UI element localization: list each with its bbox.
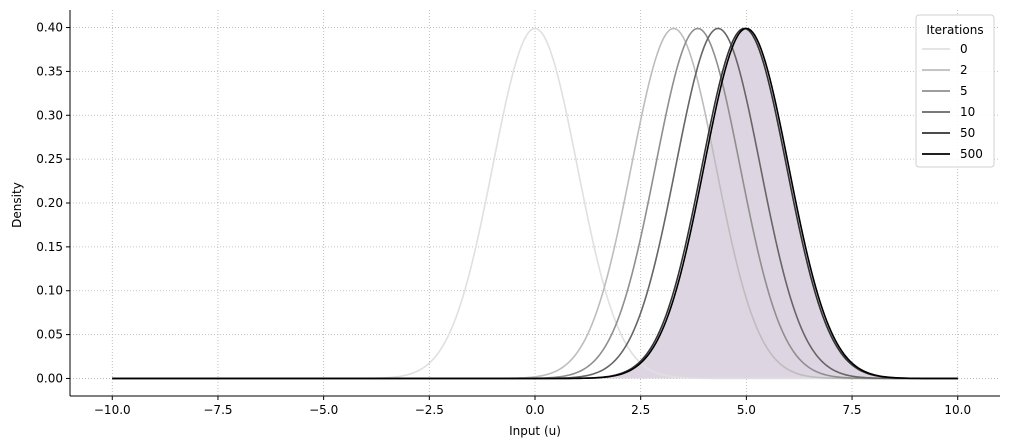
y-tick-label: 0.40: [36, 21, 63, 35]
series-line-500: [112, 27, 958, 380]
legend-box: [915, 14, 995, 168]
legend-label-10: 10: [960, 105, 975, 119]
legend: Iterations 0 2 5 10 50 500: [915, 14, 995, 168]
legend-label-2: 2: [960, 63, 968, 77]
y-tick-label: 0.15: [36, 240, 63, 254]
shaded-area: [112, 28, 958, 379]
legend-label-5: 5: [960, 84, 968, 98]
y-tick-label: 0.30: [36, 108, 63, 122]
ticks: −10.0 −7.5 −5.0 −2.5 0.0 2.5 5.0 7.5 10.0 0.00 0.0…: [36, 21, 971, 417]
x-tick-label: −2.5: [415, 403, 444, 417]
legend-title: Iterations: [926, 23, 983, 37]
x-tick-label: 0.0: [525, 403, 544, 417]
shaded-area-layer: [112, 28, 958, 379]
x-tick-label: −10.0: [94, 403, 131, 417]
y-tick-label: 0.10: [36, 284, 63, 298]
x-axis-label: Input (u): [509, 424, 561, 438]
series-layer: [112, 27, 958, 380]
y-tick-label: 0.25: [36, 152, 63, 166]
grid: [70, 10, 1000, 396]
legend-label-500: 500: [960, 147, 983, 161]
legend-label-50: 50: [960, 126, 975, 140]
x-tick-label: 10.0: [944, 403, 971, 417]
x-tick-label: 5.0: [737, 403, 756, 417]
y-tick-label: 0.35: [36, 64, 63, 78]
y-tick-label: 0.00: [36, 371, 63, 385]
y-axis-label: Density: [10, 182, 24, 228]
x-tick-label: 2.5: [631, 403, 650, 417]
y-tick-label: 0.20: [36, 196, 63, 210]
x-tick-label: 7.5: [842, 403, 861, 417]
x-tick-label: −7.5: [203, 403, 232, 417]
y-tick-label: 0.05: [36, 328, 63, 342]
x-tick-label: −5.0: [309, 403, 338, 417]
legend-label-0: 0: [960, 42, 968, 56]
